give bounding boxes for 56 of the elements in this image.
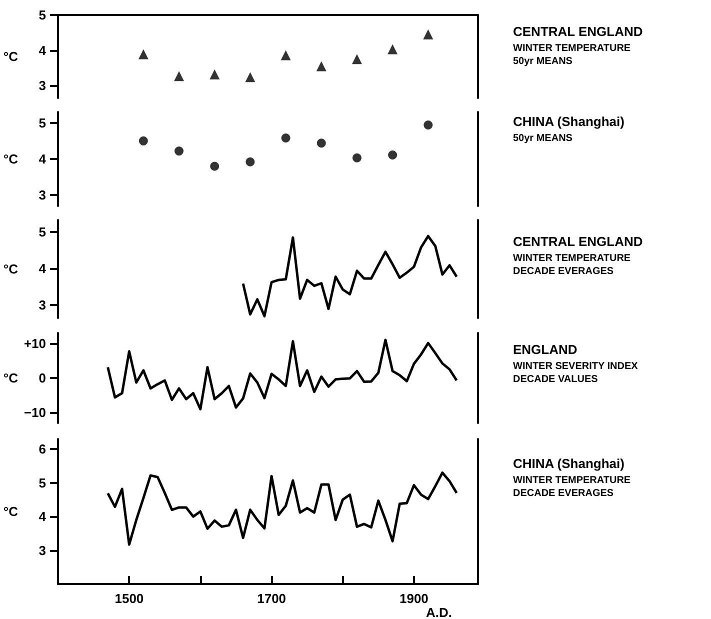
- x-tick-label: 1900: [399, 591, 428, 606]
- y-axis-title: °C: [3, 49, 19, 64]
- point: [281, 134, 290, 143]
- y-tick-label: −10: [24, 405, 46, 420]
- y-tick-label: 0: [38, 370, 46, 386]
- y-axis-title: °C: [3, 370, 19, 386]
- y-tick-label: 4: [38, 152, 47, 166]
- text: CHINA (Shanghai): [513, 114, 624, 129]
- y-tick-label: 5: [38, 475, 46, 490]
- line-series: [106, 471, 458, 546]
- point: [423, 29, 434, 40]
- y-tick-label: +10: [24, 336, 46, 351]
- y-tick-label: 5: [38, 8, 46, 22]
- y-tick-label: 3: [38, 298, 46, 313]
- text: ENGLAND: [513, 342, 578, 357]
- y-tick-label: 4: [38, 261, 47, 276]
- y-axis-title: °C: [3, 152, 19, 166]
- point: [316, 138, 326, 148]
- y-tick-label: 4: [38, 42, 47, 58]
- y-tick-label: 6: [38, 442, 46, 457]
- text: 50yr MEANS: [513, 133, 573, 144]
- text: WINTER TEMPERATURE DECADE EVERAGES: [513, 475, 631, 499]
- point: [245, 72, 256, 82]
- y-tick-label: 5: [38, 224, 46, 240]
- point: [174, 71, 184, 82]
- text: WINTER SEVERITY INDEX DECADE VALUES: [513, 361, 638, 385]
- y-tick-label: 3: [38, 78, 46, 94]
- point: [280, 50, 291, 60]
- text: WINTER TEMPERATURE 50yr MEANS: [513, 43, 631, 67]
- point: [388, 150, 398, 160]
- point: [352, 153, 362, 162]
- x-tick-label: 1700: [257, 591, 286, 606]
- line-series: [242, 234, 458, 318]
- point: [210, 162, 220, 171]
- y-tick-label: 3: [38, 542, 46, 558]
- point: [424, 120, 433, 130]
- line-series: [106, 338, 458, 410]
- y-tick-label: 3: [38, 188, 46, 203]
- text: WINTER TEMPERATURE DECADE EVERAGES: [513, 253, 631, 277]
- point: [138, 49, 148, 60]
- point: [246, 157, 255, 166]
- point: [138, 136, 148, 146]
- text: CENTRAL ENGLAND: [513, 234, 643, 249]
- point: [316, 61, 326, 72]
- text: CENTRAL ENGLAND: [513, 24, 643, 39]
- y-axis-title: °C: [3, 262, 19, 276]
- point: [174, 146, 184, 156]
- x-tick-label: 1500: [114, 591, 144, 606]
- point: [352, 54, 362, 64]
- y-axis-title: °C: [3, 504, 19, 519]
- x-axis-title: A.D.: [426, 605, 452, 619]
- point: [388, 44, 398, 54]
- y-tick-label: 5: [38, 115, 46, 130]
- point: [210, 69, 220, 80]
- y-tick-label: 4: [38, 509, 47, 524]
- text: CHINA (Shanghai): [513, 456, 624, 471]
